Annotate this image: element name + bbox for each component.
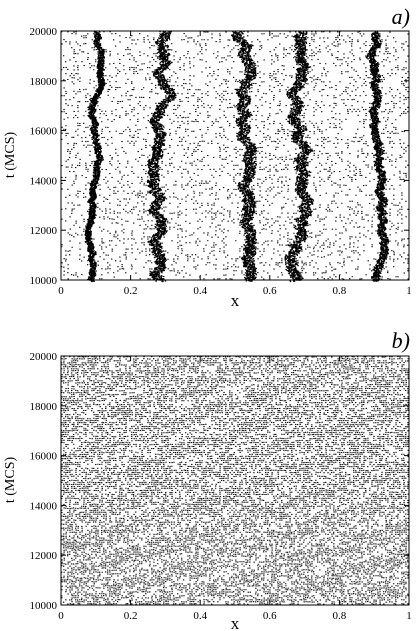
- panel-a-plot-frame: [60, 30, 410, 281]
- y-tick-label: 14000: [30, 500, 58, 512]
- y-tick-label: 20000: [30, 26, 58, 38]
- panel-b-x-axis-label: x: [231, 614, 240, 631]
- panel-b-plot-frame: [60, 355, 410, 606]
- panel-a-y-ticks: 10000 12000 14000 16000 18000 20000: [30, 26, 409, 287]
- panel-a-x-ticks: 0 0.2 0.4 0.6 0.8 1: [58, 31, 412, 297]
- x-tick-label: 1: [406, 610, 412, 622]
- x-tick-label: 0.4: [193, 610, 207, 622]
- x-tick-label: 1: [406, 285, 412, 297]
- panel-b-points: [61, 356, 409, 605]
- x-tick-label: 0.8: [333, 610, 347, 622]
- panel-a-label: a): [392, 4, 410, 29]
- scatter-points: [61, 31, 409, 283]
- y-tick-label: 10000: [30, 600, 58, 612]
- panel-b-y-ticks: 10000 12000 14000 16000 18000 20000: [30, 351, 409, 612]
- y-tick-label: 20000: [30, 351, 58, 363]
- y-tick-label: 16000: [30, 126, 58, 138]
- panel-a-x-axis-label: x: [231, 291, 240, 310]
- y-tick-label: 12000: [30, 550, 58, 562]
- panel-b-label: b): [392, 328, 410, 353]
- x-tick-label: 0.8: [333, 285, 347, 297]
- y-tick-label: 10000: [30, 275, 58, 287]
- y-tick-label: 16000: [30, 451, 58, 463]
- panel-a-points: [61, 31, 409, 283]
- y-tick-label: 12000: [30, 225, 58, 237]
- x-tick-label: 0.4: [193, 285, 207, 297]
- panel-b: b) 0 0.2 0.4 0.6 0.8 1 10000 12000 14000 16000 18…: [3, 328, 412, 631]
- y-tick-label: 14000: [30, 175, 58, 187]
- x-tick-label: 0.2: [124, 285, 138, 297]
- y-tick-label: 18000: [30, 76, 58, 88]
- x-tick-label: 0.6: [263, 610, 277, 622]
- scatter-points: [61, 356, 409, 605]
- x-tick-label: 0: [58, 610, 64, 622]
- panel-a-y-axis-label: t (MCS): [3, 132, 18, 179]
- x-tick-label: 0.6: [263, 285, 277, 297]
- panel-b-y-axis-label: t (MCS): [3, 457, 18, 504]
- x-tick-label: 0.2: [124, 610, 138, 622]
- y-tick-label: 18000: [30, 401, 58, 413]
- panel-b-x-ticks: 0 0.2 0.4 0.6 0.8 1: [58, 356, 412, 622]
- panel-a: a) 0 0.2 0.4 0.6 0.8 1 10000 12000 14000 16000 18…: [3, 4, 412, 310]
- x-tick-label: 0: [58, 285, 64, 297]
